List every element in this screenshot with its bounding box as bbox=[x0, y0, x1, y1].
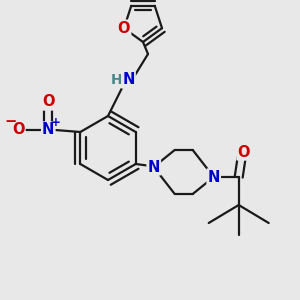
Text: O: O bbox=[12, 122, 25, 137]
Text: N: N bbox=[208, 169, 220, 184]
Text: H: H bbox=[111, 73, 122, 87]
Text: +: + bbox=[50, 116, 60, 128]
Text: N: N bbox=[42, 122, 55, 137]
Text: N: N bbox=[148, 160, 160, 175]
Text: O: O bbox=[118, 21, 130, 36]
Text: O: O bbox=[238, 145, 250, 160]
Text: O: O bbox=[42, 94, 55, 110]
Text: −: − bbox=[4, 115, 16, 130]
Text: N: N bbox=[122, 73, 135, 88]
